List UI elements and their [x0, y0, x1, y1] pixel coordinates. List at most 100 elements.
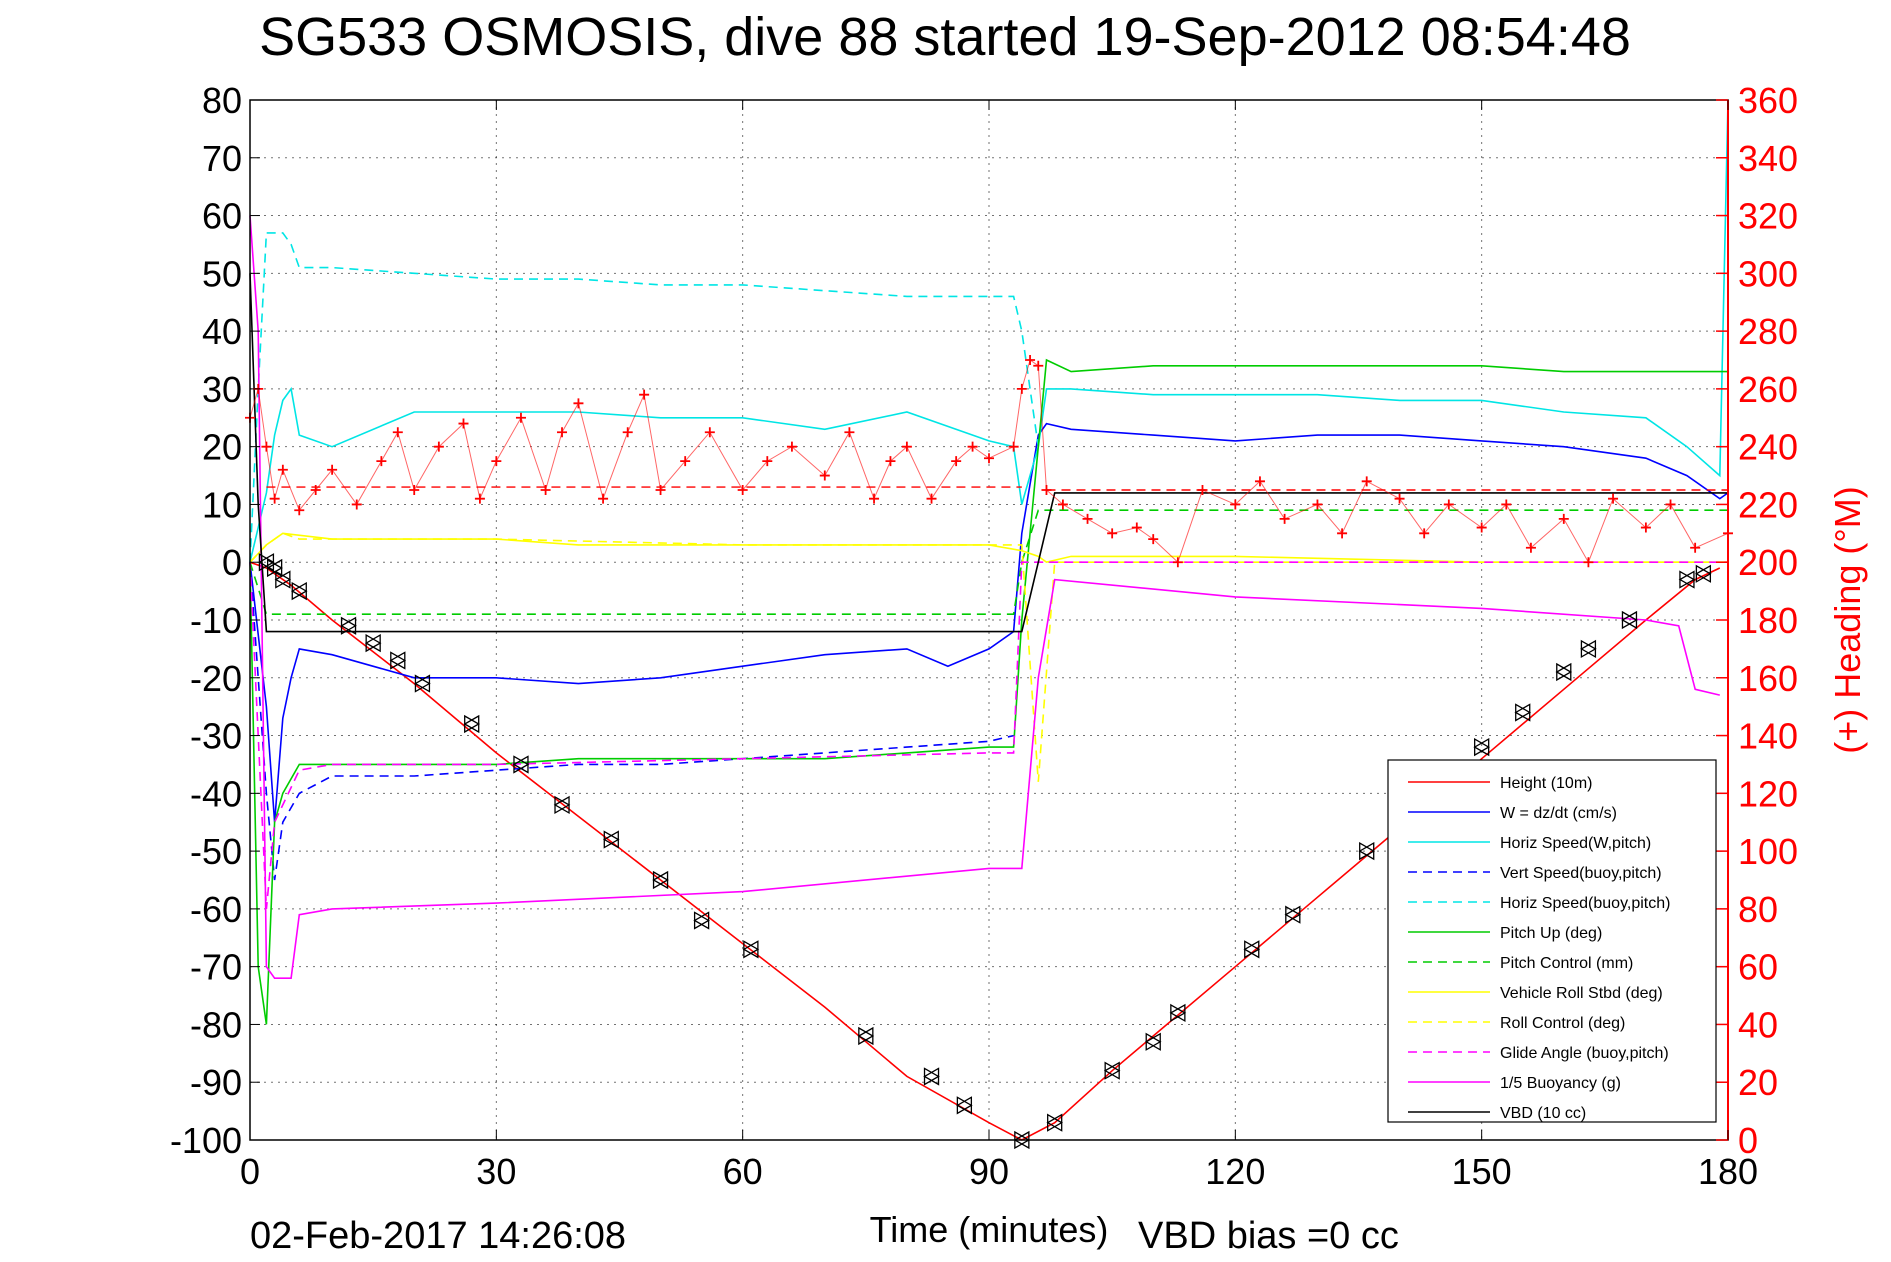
dive-marker [1580, 639, 1597, 659]
legend-label-7: Vehicle Roll Stbd (deg) [1500, 985, 1663, 1002]
dive-marker [414, 674, 431, 693]
left-tick-label: 30 [202, 369, 242, 410]
heading-marker [1148, 534, 1159, 545]
heading-marker [1558, 513, 1569, 524]
series-layer [249, 99, 1729, 1141]
right-tick-label: 20 [1738, 1062, 1778, 1103]
heading-marker [655, 485, 666, 495]
dive-marker [1169, 1003, 1187, 1023]
legend-label-11: VBD (10 cc) [1500, 1105, 1586, 1122]
heading-marker [1525, 542, 1536, 553]
heading-marker [598, 493, 609, 504]
heading-marker [1476, 522, 1487, 533]
dive-marker [266, 558, 283, 578]
heading-marker [1665, 499, 1676, 510]
dive-marker [1473, 737, 1490, 757]
dive-marker [652, 870, 669, 890]
dive-marker [364, 633, 382, 653]
dive-marker [1144, 1032, 1162, 1051]
heading-marker [540, 485, 551, 495]
left-tick-label: -100 [170, 1120, 242, 1161]
series-line-2 [249, 99, 1729, 563]
heading-marker [294, 505, 305, 516]
left-tick-label: 20 [202, 427, 242, 468]
heading-marker [680, 456, 691, 467]
heading-marker [1279, 513, 1290, 524]
heading-marker [1107, 528, 1118, 539]
heading-marker [704, 427, 715, 438]
right-tick-label: 340 [1738, 138, 1798, 179]
dive-marker [1243, 940, 1261, 959]
series-line-4 [249, 232, 1040, 563]
left-tick-label: -10 [190, 600, 242, 641]
dive-marker [512, 755, 530, 774]
heading-marker [376, 456, 387, 467]
dive-marker [1514, 703, 1532, 722]
series-line-7 [249, 532, 1728, 564]
right-tick-label: 360 [1738, 80, 1798, 121]
heading-marker [474, 493, 485, 504]
right-tick-label: 260 [1738, 369, 1798, 410]
heading-marker [1394, 493, 1405, 504]
right-tick-label: 120 [1738, 773, 1798, 814]
left-tick-label: -20 [190, 658, 242, 699]
left-tick-label: 10 [202, 484, 242, 525]
heading-marker [737, 485, 748, 495]
dive-marker [340, 616, 357, 635]
footer-vbd-bias: VBD bias =0 cc [1138, 1215, 1399, 1257]
heading-marker [1254, 476, 1265, 487]
heading-marker [1057, 499, 1068, 510]
right-tick-label: 80 [1738, 889, 1778, 930]
x-tick-label: 180 [1698, 1151, 1758, 1192]
right-tick-label: 140 [1738, 716, 1798, 757]
x-axis: 0 30 60 90 120 150 180 [240, 100, 1758, 1192]
right-tick-label: 320 [1738, 196, 1798, 237]
dive-marker [1284, 905, 1302, 924]
dive-markers [258, 553, 1712, 1150]
dive-marker [1358, 841, 1376, 861]
right-tick-label: 60 [1738, 947, 1778, 988]
right-tick-label: 160 [1738, 658, 1798, 699]
series-line-3 [249, 562, 1014, 881]
right-tick-label: 40 [1738, 1004, 1778, 1045]
heading-marker [885, 456, 896, 467]
series-line-0 [249, 561, 1721, 1141]
heading-markers [245, 355, 1733, 568]
left-tick-label: -40 [190, 773, 242, 814]
heading-marker [786, 441, 797, 452]
heading-marker [1337, 528, 1348, 539]
legend-label-9: Glide Angle (buoy,pitch) [1500, 1045, 1669, 1062]
heading-marker [926, 493, 937, 504]
legend-label-6: Pitch Control (mm) [1500, 955, 1633, 972]
x-tick-label: 0 [240, 1151, 260, 1192]
heading-marker [491, 456, 502, 467]
heading-marker [310, 485, 321, 495]
x-axis-label: Time (minutes) [870, 1209, 1109, 1250]
left-tick-label: 70 [202, 138, 242, 179]
series-line-9 [249, 561, 1728, 909]
heading-marker [984, 453, 994, 464]
right-tick-label: 240 [1738, 427, 1798, 468]
heading-marker [844, 427, 855, 438]
dive-marker [602, 830, 620, 849]
series-line-6 [249, 509, 1728, 616]
heading-marker [967, 441, 978, 452]
heading-marker [1041, 485, 1052, 495]
heading-marker [557, 427, 568, 438]
legend-label-2: Horiz Speed(W,pitch) [1500, 835, 1651, 852]
dive-marker [693, 911, 710, 930]
legend: Height (10m) W = dz/dt (cm/s) Horiz Speed(… [1387, 759, 1717, 1123]
legend-label-8: Roll Control (deg) [1500, 1015, 1625, 1032]
heading-marker [1230, 499, 1241, 510]
left-tick-label: -30 [190, 716, 242, 757]
footer-timestamp: 02-Feb-2017 14:26:08 [250, 1215, 626, 1257]
left-tick-label: -50 [190, 831, 242, 872]
x-tick-label: 30 [476, 1151, 516, 1192]
left-tick-label: 40 [202, 311, 242, 352]
dive-marker [1103, 1061, 1121, 1080]
series-line-11 [249, 273, 1728, 633]
dive-marker [1621, 610, 1638, 630]
left-tick-label: 80 [202, 80, 242, 121]
right-tick-label: 180 [1738, 600, 1798, 641]
